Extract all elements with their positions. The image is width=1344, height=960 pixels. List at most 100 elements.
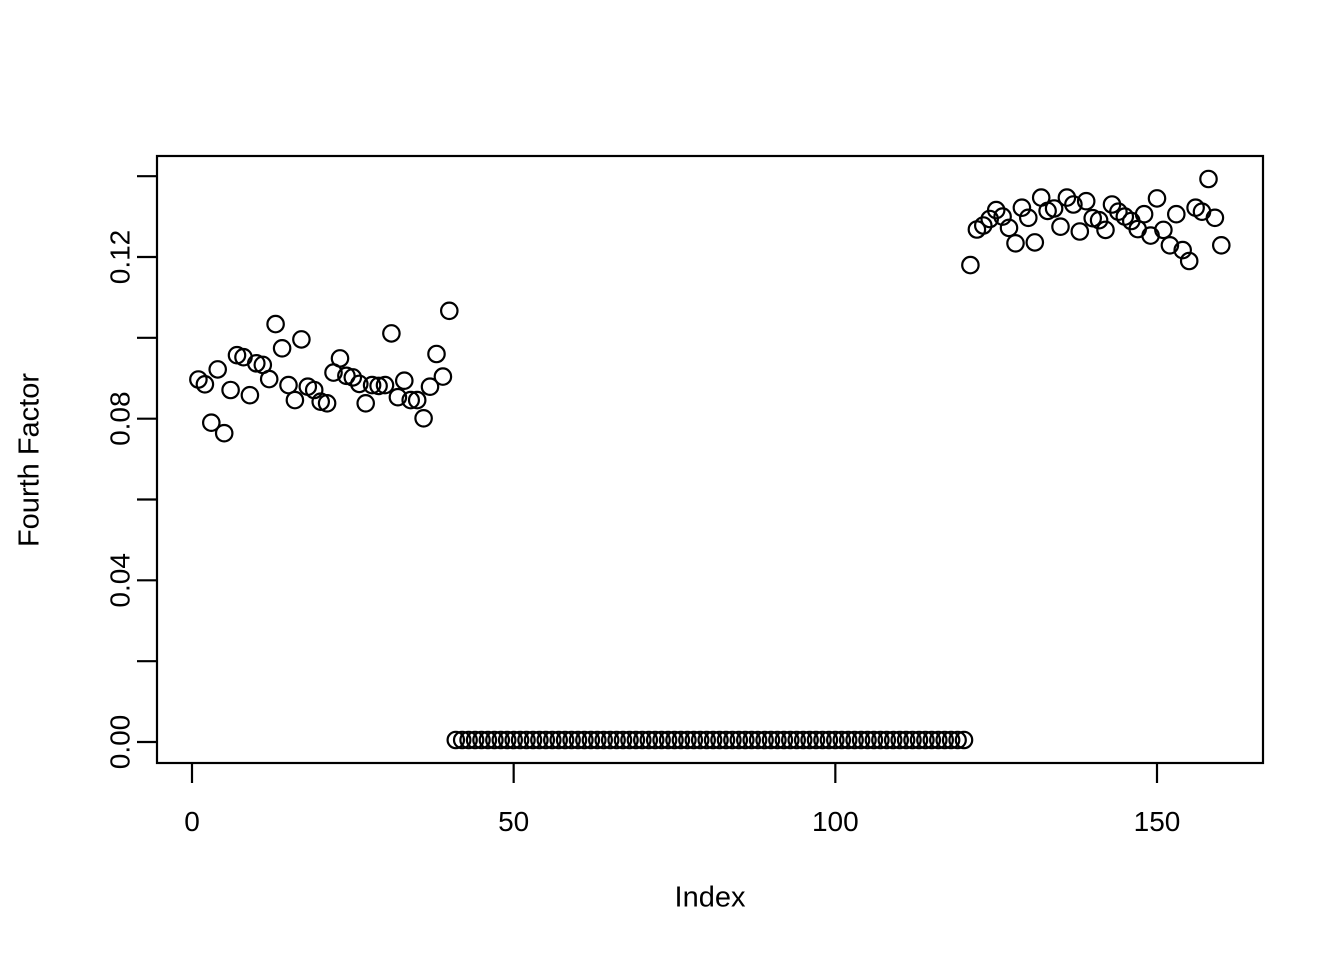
data-point [703,730,723,750]
data-point [394,371,414,390]
data-point [961,255,980,275]
data-point [446,730,466,750]
data-point [819,730,839,750]
data-point [877,730,897,750]
data-point [369,376,388,396]
data-point [645,730,665,750]
data-point [800,730,819,750]
data-point [735,730,755,750]
data-point [362,375,382,395]
data-point [202,413,221,432]
data-point [954,730,974,750]
data-point [562,730,581,750]
data-point [600,730,620,750]
data-point [632,730,652,750]
data-point [439,301,459,321]
data-point [755,730,774,750]
data-point [639,730,659,750]
data-point [890,730,909,750]
data-point [825,730,845,750]
data-point [1051,217,1070,236]
data-point [1064,195,1083,214]
data-point [530,730,549,750]
data-point [716,730,736,750]
data-point [1179,251,1199,271]
data-point [999,218,1019,238]
data-point [1173,240,1192,260]
data-point [748,730,768,750]
data-point [684,730,704,750]
data-point [813,730,832,750]
data-point [375,375,395,395]
data-point [871,730,890,750]
data-point [497,730,517,750]
data-point [575,730,594,750]
data-point [401,390,420,410]
data-point [266,314,285,334]
data-point [1212,236,1231,255]
y-axis-title: Fourth Factor [13,372,46,548]
data-point [356,393,375,413]
data-point [555,730,575,750]
data-point [787,730,806,750]
data-point [504,730,523,750]
data-point [761,730,781,750]
data-point [587,730,607,750]
data-point [678,730,697,750]
data-point [973,216,993,235]
data-point [195,374,215,394]
data-point [883,730,903,750]
data-point [1019,208,1038,228]
data-point [542,730,562,750]
data-point [1167,204,1186,224]
data-point [851,730,871,750]
data-point [948,730,967,750]
data-point [916,730,935,750]
data-point [697,730,716,750]
data-point [742,730,761,750]
data-point [838,730,858,750]
x-tick-label: 50 [498,806,529,837]
data-point [658,730,678,750]
data-point [1134,204,1154,224]
y-tick-label: 0.12 [105,230,136,285]
data-point [472,730,491,750]
data-point [607,730,626,750]
x-tick-label: 100 [812,806,859,837]
data-point [221,380,240,400]
data-point [568,730,588,750]
data-point [723,730,742,750]
data-point [935,730,954,750]
data-point [896,730,916,750]
data-point [780,730,800,750]
data-point [729,730,749,750]
data-point [671,730,691,750]
x-tick-label: 0 [184,806,200,837]
data-point [581,730,601,750]
data-point [214,423,234,443]
data-point [1205,208,1225,228]
data-point [517,730,536,750]
data-point [407,390,427,410]
data-point [858,730,877,750]
data-point [285,390,305,410]
data-point [1012,198,1032,217]
data-point [1096,220,1115,240]
data-point [317,393,337,413]
data-point [510,730,530,750]
data-point [491,730,511,750]
data-point [1147,189,1167,208]
y-tick-label: 0.08 [105,391,136,446]
data-point [388,387,408,407]
data-point [259,369,279,389]
x-axis-title: Index [674,881,746,914]
data-point [1160,236,1180,255]
data-point [690,730,710,750]
data-point [1025,233,1045,252]
data-point [465,730,485,750]
data-point [665,730,684,750]
data-point [414,408,433,428]
data-point [420,377,440,396]
data-point [427,344,446,364]
